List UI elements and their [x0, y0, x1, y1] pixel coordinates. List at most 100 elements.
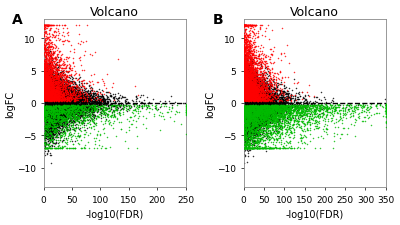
Point [60, 92, 66, 96]
Point [46, 85, 53, 89]
Point [243, 81, 249, 85]
Point [257, 89, 264, 92]
Point [248, 136, 254, 139]
Point [260, 87, 266, 91]
Point [253, 93, 260, 97]
Point [246, 147, 252, 151]
Point [317, 104, 324, 108]
Point [267, 99, 273, 103]
Point [47, 131, 54, 135]
Point [255, 98, 261, 101]
Point [251, 93, 258, 97]
Point [45, 97, 52, 101]
Point [245, 101, 251, 105]
Point [61, 110, 67, 114]
Point [68, 86, 74, 89]
Point [53, 99, 60, 102]
Point [258, 147, 264, 151]
Point [246, 82, 253, 86]
Point [241, 118, 247, 122]
Point [245, 92, 252, 95]
Point [248, 97, 254, 101]
Point [244, 95, 251, 99]
Point [90, 101, 96, 105]
Point [313, 112, 319, 116]
Point [242, 91, 249, 95]
Point [279, 96, 285, 100]
Point [81, 82, 88, 86]
Point [247, 112, 253, 115]
Point [357, 104, 364, 107]
Point [72, 116, 78, 120]
Point [46, 107, 52, 110]
Point [48, 132, 54, 135]
Point [47, 91, 54, 94]
Point [263, 106, 269, 109]
Point [242, 25, 248, 29]
Point [255, 121, 261, 125]
Point [290, 116, 296, 120]
Point [249, 117, 256, 120]
Point [251, 95, 258, 99]
Point [52, 104, 59, 107]
Point [41, 100, 48, 103]
Point [242, 106, 248, 109]
Point [43, 117, 50, 120]
Point [246, 89, 253, 93]
Point [240, 79, 247, 83]
Point [241, 112, 247, 116]
Point [42, 77, 48, 81]
Point [245, 94, 252, 97]
Point [252, 74, 258, 77]
Point [65, 79, 71, 83]
Point [245, 86, 251, 89]
Point [81, 114, 88, 117]
Point [255, 108, 262, 111]
Point [244, 65, 250, 68]
Point [245, 89, 252, 93]
Point [44, 95, 51, 99]
Point [76, 106, 82, 110]
Point [41, 75, 48, 79]
Point [58, 79, 65, 83]
Point [242, 78, 248, 82]
Point [242, 79, 248, 83]
Point [69, 120, 75, 124]
Point [242, 68, 249, 72]
Point [383, 116, 389, 119]
Point [55, 99, 62, 103]
Point [68, 98, 75, 102]
Point [54, 109, 61, 113]
Point [252, 124, 259, 127]
Point [250, 104, 256, 108]
Point [263, 77, 270, 81]
Point [248, 83, 255, 86]
Point [53, 64, 59, 68]
Point [47, 83, 54, 86]
Point [259, 147, 265, 151]
Point [260, 131, 266, 135]
Point [251, 99, 258, 103]
Point [56, 124, 63, 128]
Point [251, 60, 258, 64]
Point [248, 110, 254, 113]
Point [44, 101, 50, 104]
Point [243, 109, 249, 113]
Point [244, 68, 251, 71]
Point [246, 96, 252, 100]
Point [64, 114, 71, 117]
Point [248, 74, 255, 78]
Point [303, 113, 310, 116]
Point [266, 98, 273, 101]
Point [273, 119, 280, 123]
Point [242, 123, 248, 126]
Point [47, 121, 54, 124]
Point [87, 53, 94, 57]
Point [256, 98, 263, 101]
Point [45, 115, 51, 119]
Point [248, 106, 254, 110]
Point [44, 122, 51, 125]
Point [283, 139, 289, 143]
Point [43, 115, 50, 119]
Point [46, 103, 52, 107]
